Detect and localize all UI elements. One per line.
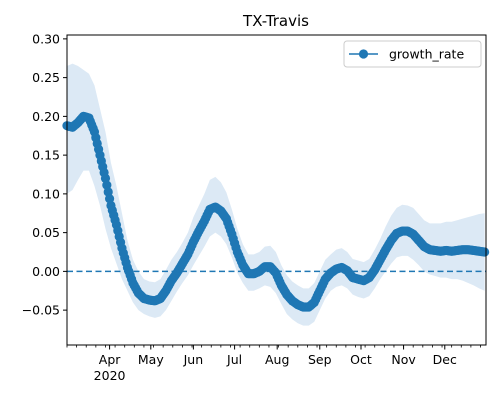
x-tick-year-label: 2020 xyxy=(94,368,126,383)
x-tick-label: Jul xyxy=(226,352,242,367)
y-tick-label: 0.10 xyxy=(32,186,60,201)
x-tick-label: Sep xyxy=(308,352,332,367)
x-tick-label: Aug xyxy=(265,352,289,367)
x-tick-label: Apr xyxy=(99,352,121,367)
y-tick-label: −0.05 xyxy=(22,303,60,318)
legend-box xyxy=(343,40,482,68)
confidence-band xyxy=(67,63,485,326)
axes-frame xyxy=(66,34,487,346)
x-tick-label: Jun xyxy=(183,352,204,367)
plot-area xyxy=(62,63,490,326)
x-tick-label: Nov xyxy=(391,352,416,367)
axes: 0.30 0.25 0.20 0.15 0.10 0.05 0.00 −0.05 Apr202… xyxy=(22,31,487,383)
x-tick-label: Dec xyxy=(433,352,457,367)
y-tick-label: 0.05 xyxy=(32,225,60,240)
y-tick-label: 0.30 xyxy=(32,31,60,46)
growth-rate-markers xyxy=(62,111,490,312)
y-tick-label: 0.00 xyxy=(32,264,60,279)
chart-title: TX-Travis xyxy=(242,12,309,30)
y-tick-label: 0.25 xyxy=(32,70,60,85)
y-tick-label: 0.20 xyxy=(32,109,60,124)
x-tick-label: May xyxy=(138,352,164,367)
legend-label: growth_rate xyxy=(389,47,464,62)
legend-marker-swatch xyxy=(358,49,369,59)
legend: growth_rate xyxy=(343,40,482,68)
y-axis-ticks: 0.30 0.25 0.20 0.15 0.10 0.05 0.00 −0.05 xyxy=(22,31,67,318)
y-tick-label: 0.15 xyxy=(32,148,60,163)
growth-rate-point xyxy=(480,247,490,257)
x-tick-label: Oct xyxy=(350,352,372,367)
